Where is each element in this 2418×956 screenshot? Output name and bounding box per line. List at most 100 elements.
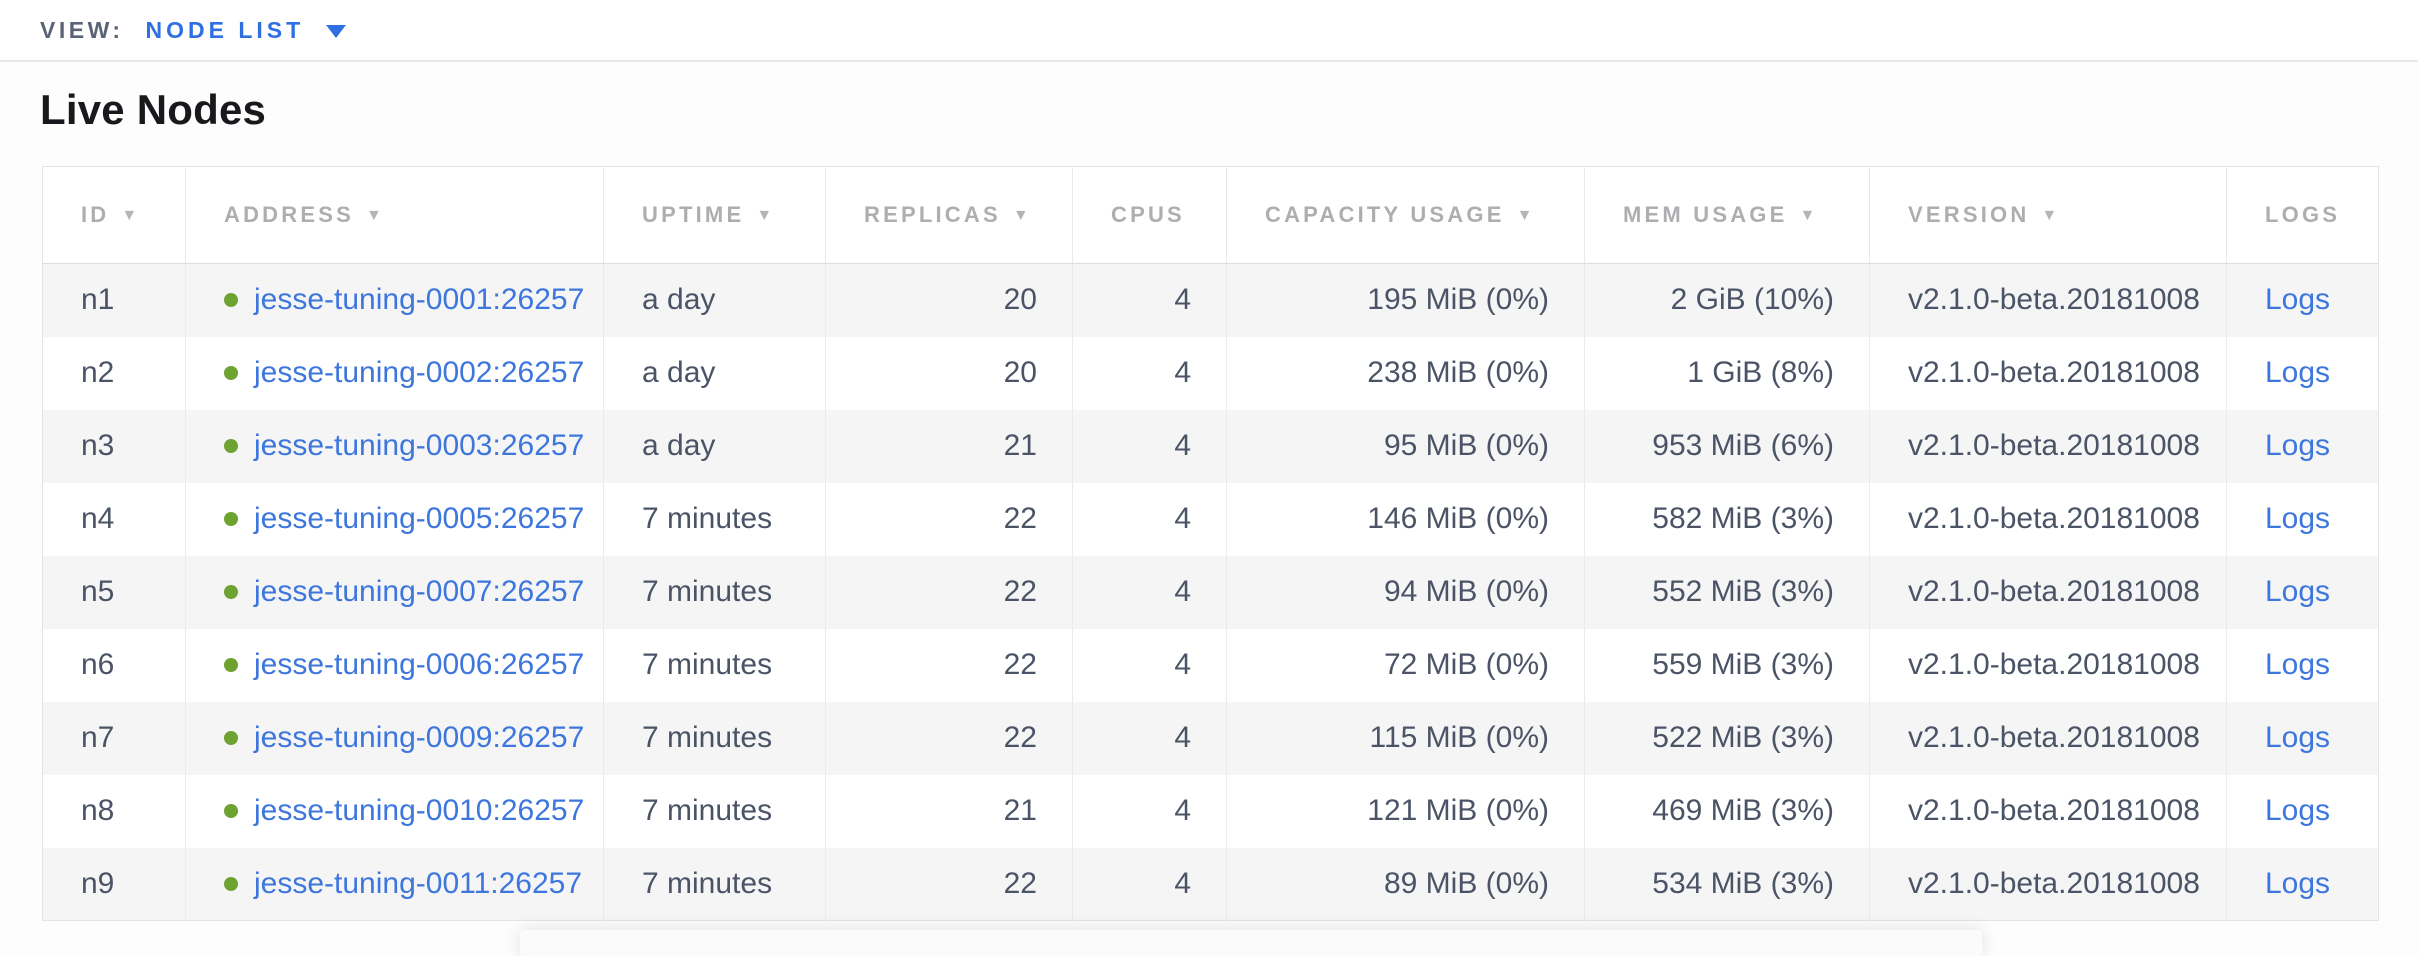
cell-value: 7 minutes [642,721,773,754]
table-header-row: ID ▼ ADDRESS ▼ UPTIME ▼ REPLICAS ▼ CPUS CAPACITY … [42,166,2379,264]
cell-capacity: 195 MiB (0%) [1226,263,1585,337]
column-header-id[interactable]: ID ▼ [42,166,186,264]
column-label: LOGS [2265,202,2341,227]
column-header-logs: LOGS [2226,166,2379,264]
cell-id: n9 [42,847,186,921]
cell-capacity: 72 MiB (0%) [1226,628,1585,702]
cell-value: n8 [81,794,115,827]
page-title: Live Nodes [40,86,267,133]
cell-value: 4 [1174,283,1191,317]
cell-replicas: 22 [825,555,1073,629]
address-link[interactable]: jesse-tuning-0002:26257 [254,356,585,389]
cell-mem: 534 MiB (3%) [1584,847,1870,921]
cell-capacity: 121 MiB (0%) [1226,774,1585,848]
address-link[interactable]: jesse-tuning-0006:26257 [254,648,585,681]
address-link[interactable]: jesse-tuning-0010:26257 [254,794,585,827]
live-status-icon [224,731,238,745]
cell-value: 22 [1003,575,1037,608]
address-link[interactable]: jesse-tuning-0001:26257 [254,283,585,317]
cell-replicas: 22 [825,482,1073,556]
logs-link[interactable]: Logs [2265,794,2331,827]
live-status-icon [224,804,238,818]
cell-value: 21 [1003,429,1037,462]
cell-id: n8 [43,775,186,848]
logs-link[interactable]: Logs [2265,429,2331,462]
table-row: n6 jesse-tuning-0006:26257 7 minutes 22 4 72 … [43,628,2379,702]
cell-capacity: 94 MiB (0%) [1226,555,1585,629]
cell-address: jesse-tuning-0010:26257 [185,774,604,848]
column-label: VERSION [1908,202,2030,227]
address-link[interactable]: jesse-tuning-0007:26257 [254,575,585,608]
cell-value: n5 [81,575,115,608]
column-label: ID [81,202,110,227]
cell-value: 4 [1174,502,1191,535]
cell-capacity: 146 MiB (0%) [1226,482,1585,556]
cell-cpus: 4 [1072,409,1227,483]
cell-cpus: 4 [1072,263,1227,337]
column-header-capacity[interactable]: CAPACITY USAGE ▼ [1226,166,1585,264]
cell-capacity: 115 MiB (0%) [1226,701,1585,775]
cell-mem: 582 MiB (3%) [1584,482,1870,556]
cell-capacity: 89 MiB (0%) [1226,847,1585,921]
cell-value: v2.1.0-beta.20181008 [1908,575,2200,608]
address-link[interactable]: jesse-tuning-0009:26257 [254,721,585,754]
cell-address: jesse-tuning-0001:26257 [185,263,604,337]
address-link[interactable]: jesse-tuning-0005:26257 [254,502,585,535]
view-mode-dropdown[interactable]: NODE LIST [146,17,347,44]
cell-value: a day [642,356,716,389]
live-nodes-table: ID ▼ ADDRESS ▼ UPTIME ▼ REPLICAS ▼ CPUS CAPACITY … [42,166,2379,921]
logs-link[interactable]: Logs [2265,648,2331,681]
cell-id: n3 [42,409,186,483]
cell-version: v2.1.0-beta.20181008 [1869,701,2227,775]
cell-cpus: 4 [1072,628,1227,702]
cell-value: 21 [1003,794,1037,827]
column-header-version[interactable]: VERSION ▼ [1869,166,2227,264]
cell-uptime: 7 minutes [603,555,826,629]
table-row: n3 jesse-tuning-0003:26257 a day 21 4 95 MiB … [42,409,2379,483]
cell-value: n7 [81,721,115,754]
logs-link[interactable]: Logs [2265,721,2331,754]
cell-replicas: 20 [825,263,1073,337]
bottom-partial-card [520,930,1982,956]
column-label: UPTIME [642,202,745,227]
cell-value: 72 MiB (0%) [1383,648,1549,681]
cell-logs: Logs [2226,628,2379,702]
cell-value: n3 [81,429,115,462]
cell-mem: 953 MiB (6%) [1584,409,1870,483]
cell-address: jesse-tuning-0007:26257 [185,555,604,629]
logs-link[interactable]: Logs [2265,502,2331,535]
table-row: n5 jesse-tuning-0007:26257 7 minutes 22 4 94 … [42,555,2379,629]
column-header-address[interactable]: ADDRESS ▼ [185,166,604,264]
column-label: CPUS [1111,202,1185,227]
cell-value: v2.1.0-beta.20181008 [1908,866,2200,900]
sort-arrow-icon: ▼ [1012,207,1032,224]
logs-link[interactable]: Logs [2265,866,2331,900]
sort-arrow-icon: ▼ [1799,207,1819,224]
logs-link[interactable]: Logs [2265,575,2331,608]
cell-replicas: 22 [825,628,1073,702]
address-link[interactable]: jesse-tuning-0003:26257 [254,429,585,462]
column-header-mem[interactable]: MEM USAGE ▼ [1584,166,1870,264]
cell-value: n9 [81,866,115,900]
cell-cpus: 4 [1072,774,1227,848]
logs-link[interactable]: Logs [2265,283,2331,317]
cell-value: 534 MiB (3%) [1652,866,1834,900]
cell-address: jesse-tuning-0006:26257 [185,628,604,702]
cell-version: v2.1.0-beta.20181008 [1869,628,2227,702]
cell-uptime: a day [603,336,826,410]
view-bar: VIEW: NODE LIST [0,0,2418,62]
cell-version: v2.1.0-beta.20181008 [1869,774,2227,848]
column-header-uptime[interactable]: UPTIME ▼ [603,166,826,264]
address-link[interactable]: jesse-tuning-0011:26257 [254,866,583,900]
cell-mem: 469 MiB (3%) [1584,774,1870,848]
column-label: CAPACITY USAGE [1265,202,1505,227]
cell-value: 469 MiB (3%) [1652,794,1834,827]
column-label: ADDRESS [224,202,354,227]
cell-version: v2.1.0-beta.20181008 [1869,409,2227,483]
cell-logs: Logs [2226,847,2379,921]
dropdown-caret-icon [326,25,347,38]
cell-mem: 2 GiB (10%) [1584,263,1870,337]
cell-address: jesse-tuning-0009:26257 [185,701,604,775]
column-header-replicas[interactable]: REPLICAS ▼ [825,166,1073,264]
logs-link[interactable]: Logs [2265,356,2331,389]
